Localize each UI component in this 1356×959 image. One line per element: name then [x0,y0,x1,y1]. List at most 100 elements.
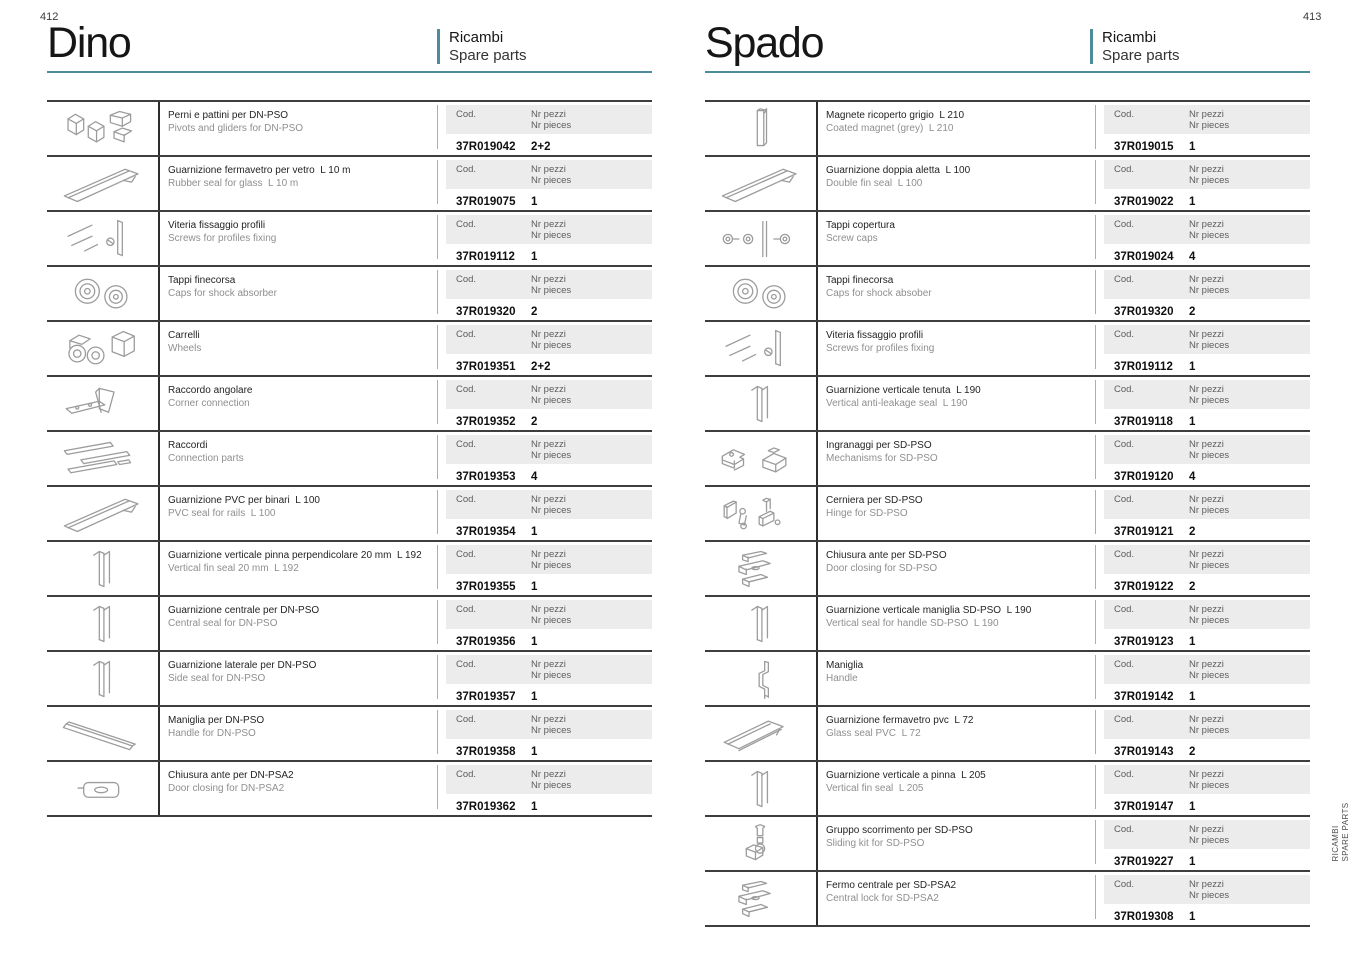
part-qty: 1 [531,691,538,703]
code-divider [437,765,438,809]
part-name-en: Hinge for SD-PSO [826,508,908,519]
part-name-it: Raccordo angolare [168,385,253,396]
part-name-en: Caps for shock absorber [168,288,277,299]
qty-label-en: Nr pieces [531,505,572,516]
part-code: 37R019352 [456,416,516,428]
part-qty: 1 [531,196,538,208]
part-name-it: Guarnizione fermavetro pvc L 72 [826,715,974,726]
part-name-it: Viteria fissaggio profili [826,330,924,341]
code-label: Cod. [1114,494,1135,505]
part-illustration [705,872,816,925]
code-header-box: Cod. Nr pezzi Nr pieces [1104,655,1310,684]
part-illustration [705,817,816,870]
part-code: 37R019024 [1114,251,1174,263]
code-header-box: Cod. Nr pezzi Nr pieces [1104,765,1310,794]
part-code-cell: Cod. Nr pezzi Nr pieces 37R019120 4 [1095,432,1310,485]
page-number-right: 413 [1303,11,1322,23]
part-code: 37R019351 [456,361,516,373]
parts-row: Guarnizione laterale per DN-PSO Side sea… [47,650,652,705]
part-qty: 1 [531,636,538,648]
part-qty: 1 [531,251,538,263]
code-divider [437,215,438,259]
part-illustration [47,597,158,650]
hinge-parts-figure [723,497,781,529]
code-header-box: Cod. Nr pezzi Nr pieces [1104,270,1310,299]
part-name-it: Maniglia [826,660,864,671]
part-description: Guarnizione fermavetro pvc L 72 Glass se… [816,707,1095,760]
code-divider [437,710,438,754]
part-name-it: Chiusura ante per SD-PSO [826,550,947,561]
code-label: Cod. [456,384,477,395]
qty-label-en: Nr pieces [1189,615,1230,626]
part-illustration [47,707,158,760]
parts-row: Tappi finecorsa Caps for shock absober C… [705,265,1310,320]
code-header-box: Cod. Nr pezzi Nr pieces [446,270,652,299]
part-illustration [47,487,158,540]
part-illustration [47,322,158,375]
qty-label-en: Nr pieces [531,725,572,736]
strips-figure [63,441,131,473]
part-description: Cerniera per SD-PSO Hinge for SD-PSO [816,487,1095,540]
part-name-en: Handle for DN-PSO [168,728,256,739]
code-header-box: Cod. Nr pezzi Nr pieces [446,545,652,574]
qty-label-en: Nr pieces [1189,890,1230,901]
qty-label: Nr pezzi Nr pieces [531,769,571,794]
qty-label-en: Nr pieces [1189,230,1230,241]
part-code: 37R019320 [1114,306,1174,318]
part-illustration [705,212,816,265]
vertical-profile-figure [92,660,110,697]
part-illustration [705,652,816,705]
qty-label-it: Nr pezzi [1189,384,1224,395]
part-code: 37R019227 [1114,856,1174,868]
part-code: 37R019362 [456,801,516,813]
qty-label-en: Nr pieces [531,395,572,406]
diagonal-profile-figure [721,168,797,202]
latch-assembly-figure [737,880,771,917]
part-code: 37R019123 [1114,636,1174,648]
part-code: 37R019015 [1114,141,1174,153]
part-name-it: Guarnizione centrale per DN-PSO [168,605,320,616]
code-values: 37R019356 1 [446,629,652,648]
code-header-box: Cod. Nr pezzi Nr pieces [446,435,652,464]
code-divider [437,105,438,149]
parts-row: Maniglia Handle Cod. Nr pezzi Nr pieces … [705,650,1310,705]
vertical-bar-figure [756,107,767,146]
part-description: Maniglia Handle [816,652,1095,705]
part-code: 37R019353 [456,471,516,483]
code-label: Cod. [1114,714,1135,725]
part-name-en: Vertical fin seal 20 mm L 192 [168,563,299,574]
code-values: 37R019024 4 [1104,244,1310,263]
code-label: Cod. [1114,769,1135,780]
page-title: Dino [47,19,132,67]
parts-row: Guarnizione centrale per DN-PSO Central … [47,595,652,650]
code-label: Cod. [1114,879,1135,890]
diagonal-profile-figure [63,168,139,202]
code-header-box: Cod. Nr pezzi Nr pieces [1104,380,1310,409]
code-divider [1095,215,1096,259]
part-qty: 1 [531,526,538,538]
part-illustration [705,432,816,485]
part-description: Maniglia per DN-PSO Handle for DN-PSO [158,707,437,760]
code-label: Cod. [1114,164,1135,175]
part-illustration [705,377,816,430]
code-divider [437,655,438,699]
part-qty: 1 [1189,856,1196,868]
part-name-it: Tappi finecorsa [168,275,236,286]
part-description: Raccordo angolare Corner connection [158,377,437,430]
code-header-box: Cod. Nr pezzi Nr pieces [446,215,652,244]
vertical-profile-figure [92,605,110,642]
code-divider [437,490,438,534]
code-divider [1095,325,1096,369]
part-code: 37R019118 [1114,416,1173,428]
code-values: 37R019308 1 [1104,904,1310,923]
qty-label: Nr pezzi Nr pieces [531,219,571,244]
code-label: Cod. [456,329,477,340]
code-values: 37R019075 1 [446,189,652,208]
code-header-box: Cod. Nr pezzi Nr pieces [1104,215,1310,244]
part-code-cell: Cod. Nr pezzi Nr pieces 37R019121 2 [1095,487,1310,540]
part-illustration [47,157,158,210]
code-values: 37R019147 1 [1104,794,1310,813]
code-divider [1095,270,1096,314]
code-values: 37R019352 2 [446,409,652,428]
code-values: 37R019362 1 [446,794,652,813]
